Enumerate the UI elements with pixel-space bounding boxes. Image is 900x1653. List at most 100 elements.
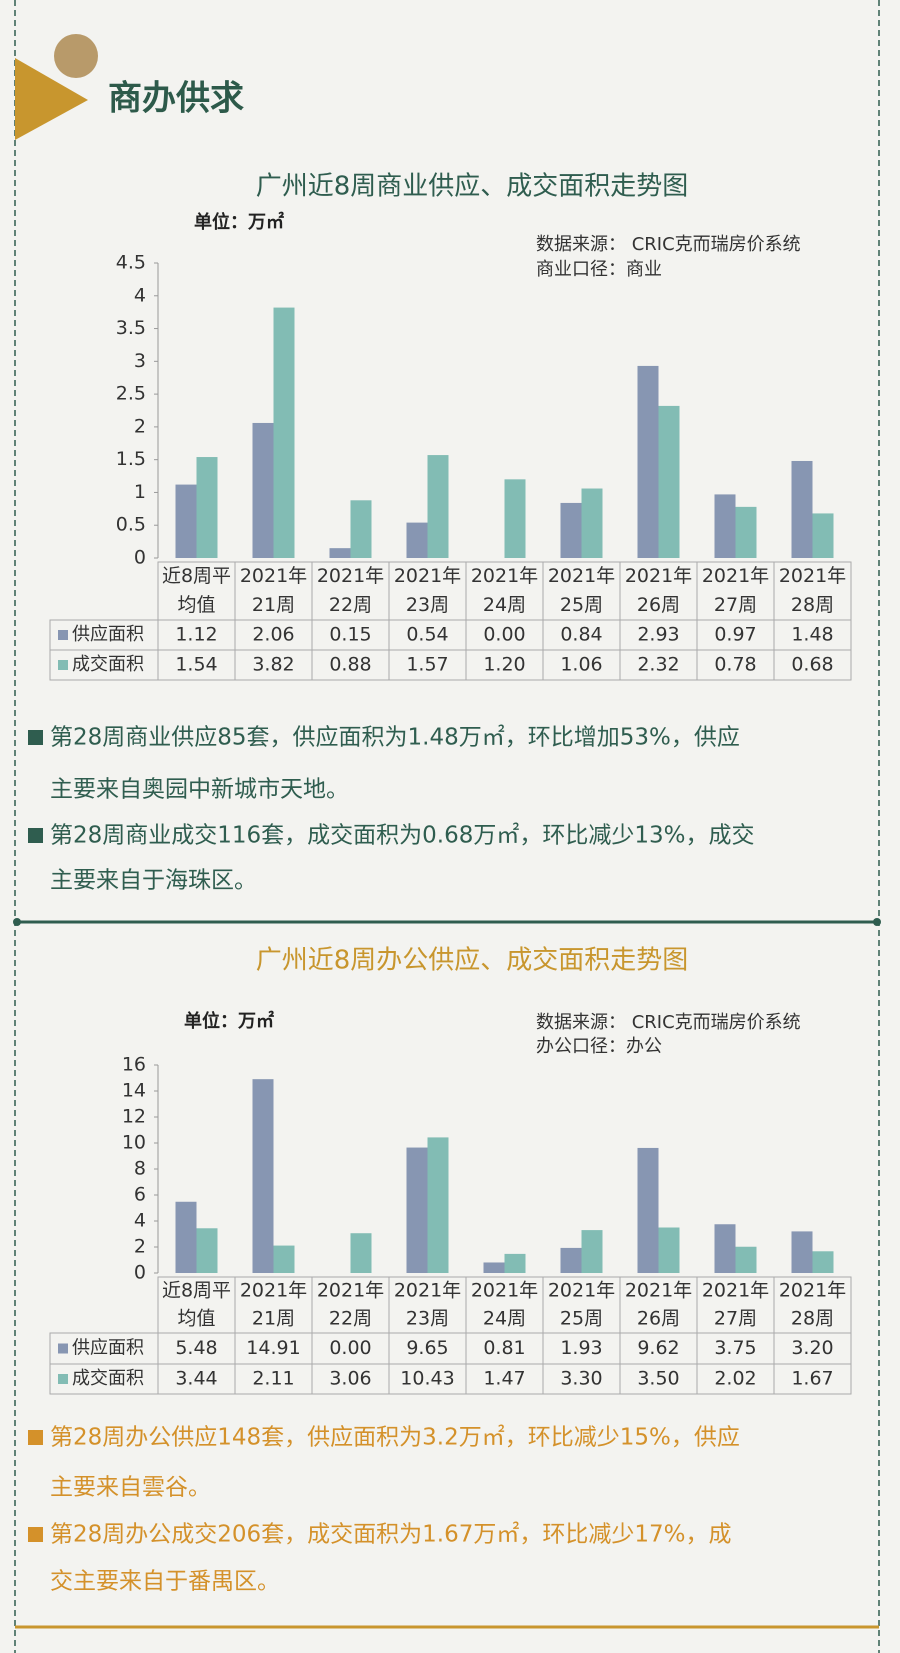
bar bbox=[812, 1251, 834, 1273]
x-tick-label: 2021年 bbox=[548, 1280, 615, 1302]
bar bbox=[791, 1231, 813, 1273]
note-text: 第28周办公成交206套，成交面积为1.67万㎡，环比减少17%，成 bbox=[50, 1522, 732, 1548]
bar bbox=[637, 365, 659, 558]
x-tick-label: 2021年 bbox=[625, 565, 692, 587]
x-tick-label: 25周 bbox=[560, 594, 603, 616]
table-value: 1.20 bbox=[483, 654, 525, 676]
bullet bbox=[28, 1430, 43, 1445]
source-note: 数据来源： CRIC克而瑞房价系统 bbox=[536, 1012, 801, 1033]
note-text: 主要来自奥园中新城市天地。 bbox=[50, 777, 349, 803]
bar bbox=[273, 1245, 295, 1273]
table-value: 1.06 bbox=[560, 654, 602, 676]
y-tick-label: 4 bbox=[134, 1210, 146, 1232]
x-tick-label: 2021年 bbox=[779, 565, 846, 587]
bar bbox=[273, 307, 295, 558]
x-tick-label: 22周 bbox=[329, 594, 372, 616]
x-tick-label: 28周 bbox=[791, 1308, 834, 1330]
y-tick-label: 0.5 bbox=[116, 514, 146, 536]
x-tick-label: 26周 bbox=[637, 594, 680, 616]
x-tick-label: 25周 bbox=[560, 1308, 603, 1330]
x-tick-label: 24周 bbox=[483, 594, 526, 616]
bar bbox=[560, 502, 582, 558]
x-tick-label: 2021年 bbox=[240, 1280, 307, 1302]
note-text: 第28周商业供应85套，供应面积为1.48万㎡，环比增加53%，供应 bbox=[50, 725, 740, 751]
bar bbox=[735, 506, 757, 558]
x-tick-label: 23周 bbox=[406, 1308, 449, 1330]
bar bbox=[427, 1137, 449, 1273]
x-tick-label: 27周 bbox=[714, 1308, 757, 1330]
y-tick-label: 14 bbox=[122, 1080, 146, 1102]
heading-icon bbox=[15, 58, 88, 140]
bar bbox=[196, 457, 218, 558]
bar bbox=[504, 1253, 526, 1273]
bar bbox=[560, 1247, 582, 1273]
y-tick-label: 8 bbox=[134, 1158, 146, 1180]
x-tick-label: 21周 bbox=[252, 594, 295, 616]
table-value: 2.11 bbox=[252, 1368, 294, 1390]
table-value: 3.06 bbox=[329, 1368, 371, 1390]
x-tick-label: 21周 bbox=[252, 1308, 295, 1330]
table-value: 9.62 bbox=[637, 1337, 679, 1359]
table-value: 0.81 bbox=[483, 1337, 525, 1359]
x-tick-label: 2021年 bbox=[779, 1280, 846, 1302]
table-value: 10.43 bbox=[400, 1368, 454, 1390]
x-tick-label: 2021年 bbox=[317, 565, 384, 587]
y-tick-label: 6 bbox=[134, 1184, 146, 1206]
y-tick-label: 10 bbox=[122, 1132, 146, 1154]
bullet bbox=[28, 1527, 43, 1542]
table-value: 1.93 bbox=[560, 1337, 602, 1359]
bar bbox=[714, 494, 736, 558]
bar bbox=[350, 500, 372, 558]
note-text: 主要来自于海珠区。 bbox=[50, 868, 257, 894]
bar bbox=[658, 1227, 680, 1273]
bar bbox=[427, 455, 449, 558]
unit-label: 单位：万㎡ bbox=[184, 1010, 274, 1032]
table-value: 3.82 bbox=[252, 654, 294, 676]
y-tick-label: 16 bbox=[122, 1054, 146, 1076]
table-value: 0.68 bbox=[791, 654, 833, 676]
table-value: 1.57 bbox=[406, 654, 448, 676]
table-value: 0.15 bbox=[329, 624, 371, 646]
table-value: 9.65 bbox=[406, 1337, 448, 1359]
table-value: 3.20 bbox=[791, 1337, 833, 1359]
legend-label: 供应面积 bbox=[72, 624, 144, 645]
unit-label: 单位：万㎡ bbox=[194, 211, 284, 233]
y-tick-label: 2 bbox=[134, 415, 146, 437]
x-tick-label: 2021年 bbox=[240, 565, 307, 587]
bar bbox=[196, 1228, 218, 1273]
table-value: 3.44 bbox=[175, 1368, 217, 1390]
bar bbox=[581, 488, 603, 558]
bar bbox=[714, 1224, 736, 1273]
bar bbox=[252, 1079, 274, 1273]
bar bbox=[658, 405, 680, 558]
y-tick-label: 2.5 bbox=[116, 383, 146, 405]
source-note: 办公口径：办公 bbox=[536, 1036, 662, 1057]
y-tick-label: 0 bbox=[134, 547, 146, 569]
bar bbox=[252, 422, 274, 558]
note-text: 交主要来自于番禺区。 bbox=[50, 1569, 280, 1595]
bullet bbox=[28, 828, 43, 843]
y-tick-label: 1.5 bbox=[116, 448, 146, 470]
table-value: 5.48 bbox=[175, 1337, 217, 1359]
bar bbox=[791, 460, 813, 558]
x-tick-label: 22周 bbox=[329, 1308, 372, 1330]
x-tick-label: 2021年 bbox=[625, 1280, 692, 1302]
table-value: 1.48 bbox=[791, 624, 833, 646]
table-value: 0.00 bbox=[483, 624, 525, 646]
x-tick-label: 23周 bbox=[406, 594, 449, 616]
source-note: 商业口径：商业 bbox=[536, 259, 662, 280]
y-tick-label: 2 bbox=[134, 1236, 146, 1258]
table-value: 0.84 bbox=[560, 624, 602, 646]
source-note: 数据来源： CRIC克而瑞房价系统 bbox=[536, 234, 801, 255]
note-text: 第28周办公供应148套，供应面积为3.2万㎡，环比减少15%，供应 bbox=[50, 1425, 740, 1451]
x-tick-label: 均值 bbox=[177, 594, 215, 616]
table-value: 1.47 bbox=[483, 1368, 525, 1390]
legend-swatch bbox=[58, 1374, 68, 1384]
bar bbox=[350, 1233, 372, 1273]
table-value: 3.30 bbox=[560, 1368, 602, 1390]
bar bbox=[483, 1262, 505, 1273]
y-tick-label: 3.5 bbox=[116, 317, 146, 339]
heading-circle bbox=[54, 34, 98, 78]
